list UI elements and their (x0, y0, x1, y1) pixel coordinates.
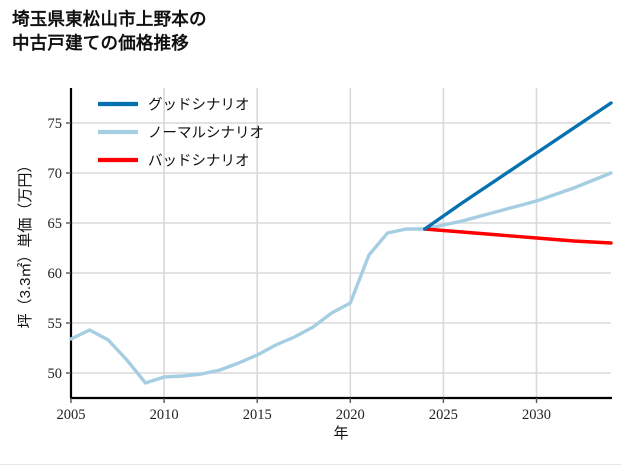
y-tick-label-60: 60 (48, 266, 63, 282)
x-tick-label-2005: 2005 (57, 407, 86, 423)
x-tick-label-2030: 2030 (522, 407, 551, 423)
x-tick-label-2010: 2010 (150, 407, 179, 423)
series-line-good-scenario (423, 101, 613, 231)
series-line-normal-scenario (69, 171, 613, 385)
legend-label-2: バッドシナリオ (148, 154, 250, 170)
page-title: 埼玉県東松山市上野本の 中古戸建ての価格推移 (12, 9, 207, 53)
y-tick-label-55: 55 (48, 316, 63, 332)
y-tick-label-70: 70 (48, 166, 63, 182)
x-tick-label-2020: 2020 (336, 407, 365, 423)
plot-area-background (71, 88, 611, 398)
y-axis-ticks: 50 55 60 65 70 75 (48, 116, 71, 382)
y-axis-title: 坪（3.3㎡）単価（万円） (17, 158, 34, 329)
horizontal-gridlines (71, 122, 611, 374)
vertical-gridlines (163, 88, 538, 398)
legend-label-0: グッドシナリオ (148, 97, 250, 114)
y-tick-label-50: 50 (48, 366, 63, 382)
y-tick-label-75: 75 (48, 116, 63, 132)
x-tick-label-2015: 2015 (243, 407, 272, 423)
x-axis-title: 年 (333, 425, 348, 442)
legend-label-1: ノーマルシナリオ (148, 126, 264, 142)
x-axis-ticks: 2005 2010 2015 2020 2025 2030 (57, 398, 551, 423)
y-tick-label-65: 65 (48, 216, 63, 232)
series-line-bad-scenario (423, 227, 613, 245)
x-tick-label-2025: 2025 (429, 407, 458, 423)
